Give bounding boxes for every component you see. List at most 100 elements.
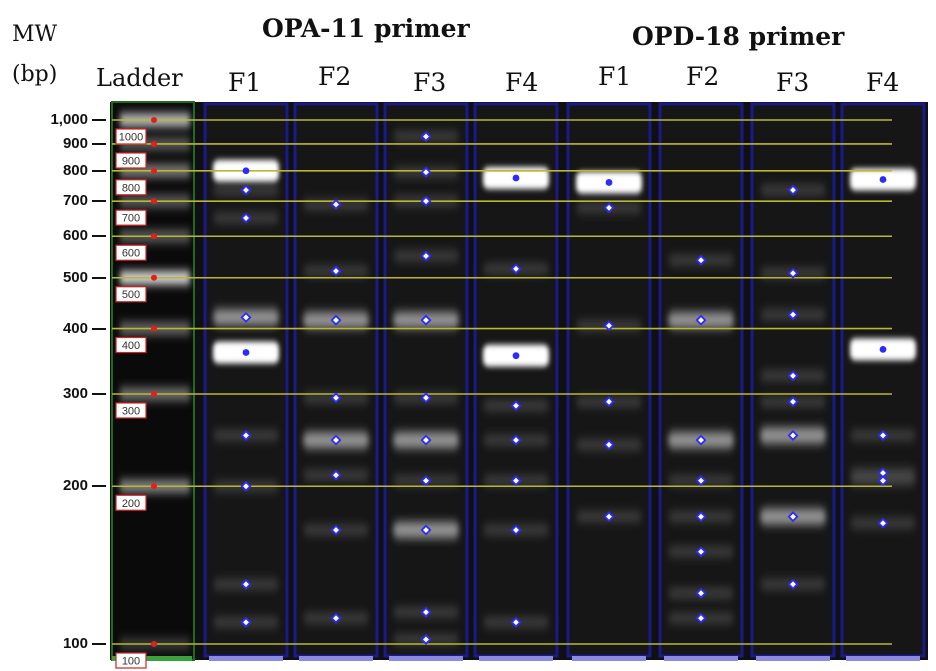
axis-tick-label: 500 <box>62 268 88 286</box>
band-marker <box>787 309 799 321</box>
ladder-mark-label: 500 <box>122 289 140 301</box>
ladder-mark-label: 800 <box>122 182 140 194</box>
band-marker <box>240 311 252 323</box>
band-marker <box>603 439 615 451</box>
axis-tick-label: 600 <box>62 227 88 245</box>
band-marker <box>877 517 889 529</box>
ladder-mark-box <box>115 128 147 145</box>
axis-tick-mark <box>92 327 106 330</box>
axis-tick-mark <box>92 169 106 172</box>
band-marker <box>787 370 799 382</box>
lane-label-opa-f2: F2 <box>318 62 352 91</box>
lane-label-opa-f1: F1 <box>228 68 262 97</box>
lane-column <box>840 102 926 658</box>
axis-tick-mark <box>92 142 106 145</box>
band-marker <box>695 434 707 446</box>
band-marker <box>510 434 522 446</box>
band-marker <box>240 616 252 628</box>
ladder-label: Ladder <box>96 64 183 92</box>
band-marker <box>695 546 707 558</box>
ladder-mark-label: 700 <box>122 213 140 225</box>
lane-baseline <box>299 656 373 661</box>
band-marker <box>603 396 615 408</box>
ladder-mark-label: 100 <box>122 656 140 668</box>
band-marker <box>695 612 707 624</box>
ladder-dot <box>151 140 157 147</box>
band-marker <box>787 511 799 523</box>
lane-column <box>566 102 652 658</box>
band-marker <box>695 475 707 487</box>
band-marker <box>420 524 432 536</box>
band-marker <box>879 345 887 353</box>
lane-baseline <box>389 656 463 661</box>
band-marker <box>512 352 520 360</box>
axis-tick-mark <box>92 392 106 395</box>
band-marker <box>877 475 889 487</box>
axis-tick-label: 400 <box>62 319 88 337</box>
band-marker <box>787 396 799 408</box>
band-marker <box>420 166 432 178</box>
band-marker <box>510 263 522 275</box>
band-marker <box>420 606 432 618</box>
band-marker <box>420 434 432 446</box>
band-marker <box>512 174 520 182</box>
ladder-dot <box>151 325 157 332</box>
lane-label-opd-f4: F4 <box>866 68 900 97</box>
axis-tick-label: 900 <box>62 134 88 152</box>
ladder-dot <box>151 274 157 281</box>
band-marker <box>603 511 615 523</box>
mw-label: MW <box>12 22 58 47</box>
band-marker <box>695 511 707 523</box>
band-marker <box>787 578 799 590</box>
ladder-mark-box <box>115 402 147 419</box>
axis-tick-mark <box>92 200 106 203</box>
axis-tick-mark <box>92 235 106 238</box>
band-marker <box>603 202 615 214</box>
ladder-dot <box>151 233 157 240</box>
ladder-mark-label: 900 <box>122 155 140 167</box>
axis-tick-label: 700 <box>62 192 88 210</box>
ladder-dot <box>151 198 157 205</box>
ladder-mark-box <box>115 209 147 226</box>
band-marker <box>330 265 342 277</box>
lane-label-opd-f3: F3 <box>776 68 810 97</box>
axis-tick-label: 300 <box>62 384 88 402</box>
ladder-mark-label: 600 <box>122 248 140 260</box>
band-marker <box>240 184 252 196</box>
band-marker <box>240 430 252 441</box>
lane-baseline <box>572 656 646 661</box>
band-marker <box>240 212 252 224</box>
band-marker <box>420 195 432 207</box>
band-marker <box>330 314 342 326</box>
band-marker <box>695 314 707 326</box>
lane-baseline <box>756 656 830 661</box>
ladder-mark-box <box>115 286 147 303</box>
lane-column <box>203 102 289 658</box>
ladder-mark-box <box>115 652 147 669</box>
band-marker <box>420 475 432 487</box>
band-marker <box>510 475 522 487</box>
lane-label-opd-f2: F2 <box>686 62 720 91</box>
ladder-mark-label: 400 <box>122 340 140 352</box>
band-marker <box>787 184 799 196</box>
band-marker <box>240 578 252 590</box>
lane-label-opa-f4: F4 <box>505 68 539 97</box>
band-marker <box>695 254 707 266</box>
lane-baseline <box>846 656 920 661</box>
bp-label: (bp) <box>12 62 58 87</box>
band-marker <box>330 469 342 481</box>
band-marker <box>330 198 342 210</box>
ladder-mark-box <box>115 244 147 261</box>
lane-column <box>658 102 744 658</box>
band-marker <box>877 430 889 441</box>
axis-tick-mark <box>92 276 106 279</box>
lane-label-opd-f1: F1 <box>598 62 632 91</box>
band-marker <box>420 314 432 326</box>
band-marker <box>510 616 522 628</box>
band-marker <box>420 250 432 262</box>
lane-label-opa-f3: F3 <box>413 68 447 97</box>
opa11-primer-title: OPA-11 primer <box>262 14 470 43</box>
band-marker <box>420 392 432 404</box>
axis-tick-label: 100 <box>62 635 88 652</box>
